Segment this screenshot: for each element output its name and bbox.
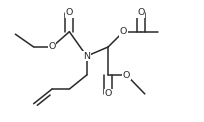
Text: O: O [48,42,56,51]
Text: O: O [104,89,112,98]
Text: O: O [120,27,127,36]
Text: O: O [123,71,130,80]
Text: O: O [66,8,73,17]
Text: N: N [83,52,90,61]
Text: O: O [137,8,144,17]
